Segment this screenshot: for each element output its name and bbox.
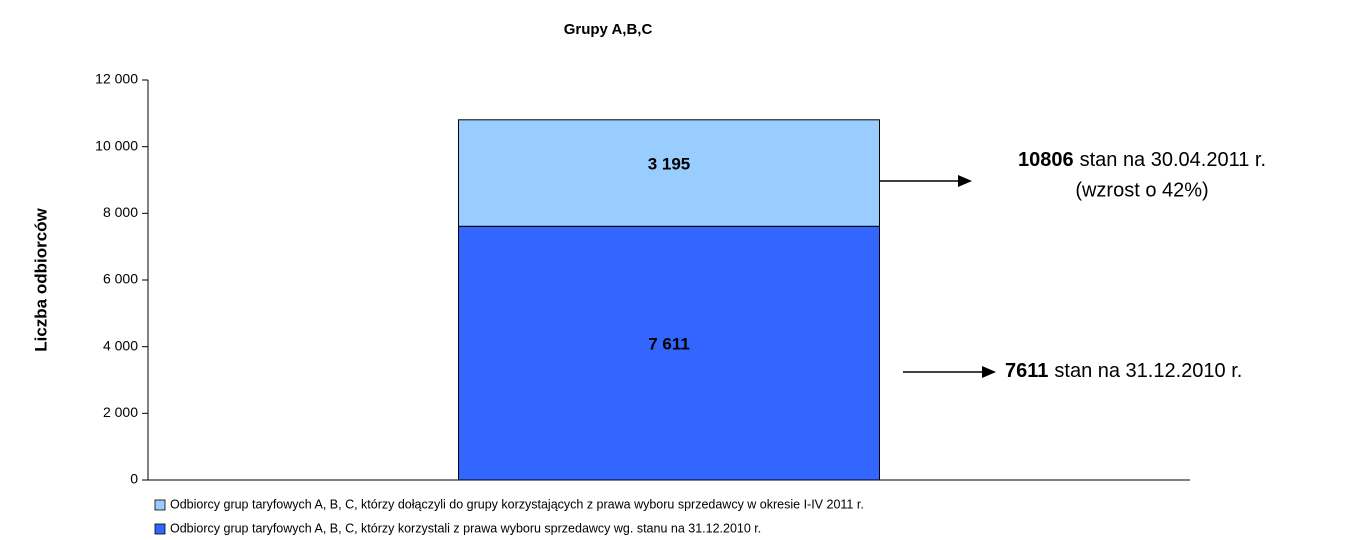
annotation-text: stan na 31.12.2010 r. [1054, 360, 1242, 382]
annotation-bold: 10806 [1018, 149, 1074, 171]
y-tick-label: 6 000 [103, 271, 138, 287]
bar-segment [458, 225, 880, 481]
annotation-text: stan na 30.04.2011 r. [1080, 149, 1266, 171]
legend-label: Odbiorcy grup taryfowych A, B, C, którzy… [170, 521, 761, 535]
annotation: 10806 stan na 30.04.2011 r. [1018, 149, 1266, 171]
arrow-head [982, 366, 996, 378]
data-label: 3 195 [648, 155, 691, 174]
annotation-text: (wzrost o 42%) [1075, 179, 1208, 201]
data-label: 7 611 [648, 335, 690, 354]
y-tick-label: 12 000 [95, 71, 138, 87]
y-tick-label: 10 000 [95, 137, 138, 153]
annotation-bold: 7611 [1005, 360, 1048, 382]
bar-segment [458, 119, 880, 227]
legend-label: Odbiorcy grup taryfowych A, B, C, którzy… [170, 497, 864, 511]
y-tick-label: 0 [130, 471, 138, 487]
y-tick-label: 2 000 [103, 404, 138, 420]
chart-title: Grupy A,B,C [564, 21, 653, 38]
y-tick-label: 8 000 [103, 204, 138, 220]
y-axis-label: Liczba odbiorców [31, 207, 50, 351]
legend-swatch [154, 523, 166, 535]
legend-swatch [154, 499, 166, 511]
y-tick-label: 4 000 [103, 337, 138, 353]
annotation: 7611 stan na 31.12.2010 r. [1005, 360, 1242, 382]
arrow-head [958, 175, 972, 187]
